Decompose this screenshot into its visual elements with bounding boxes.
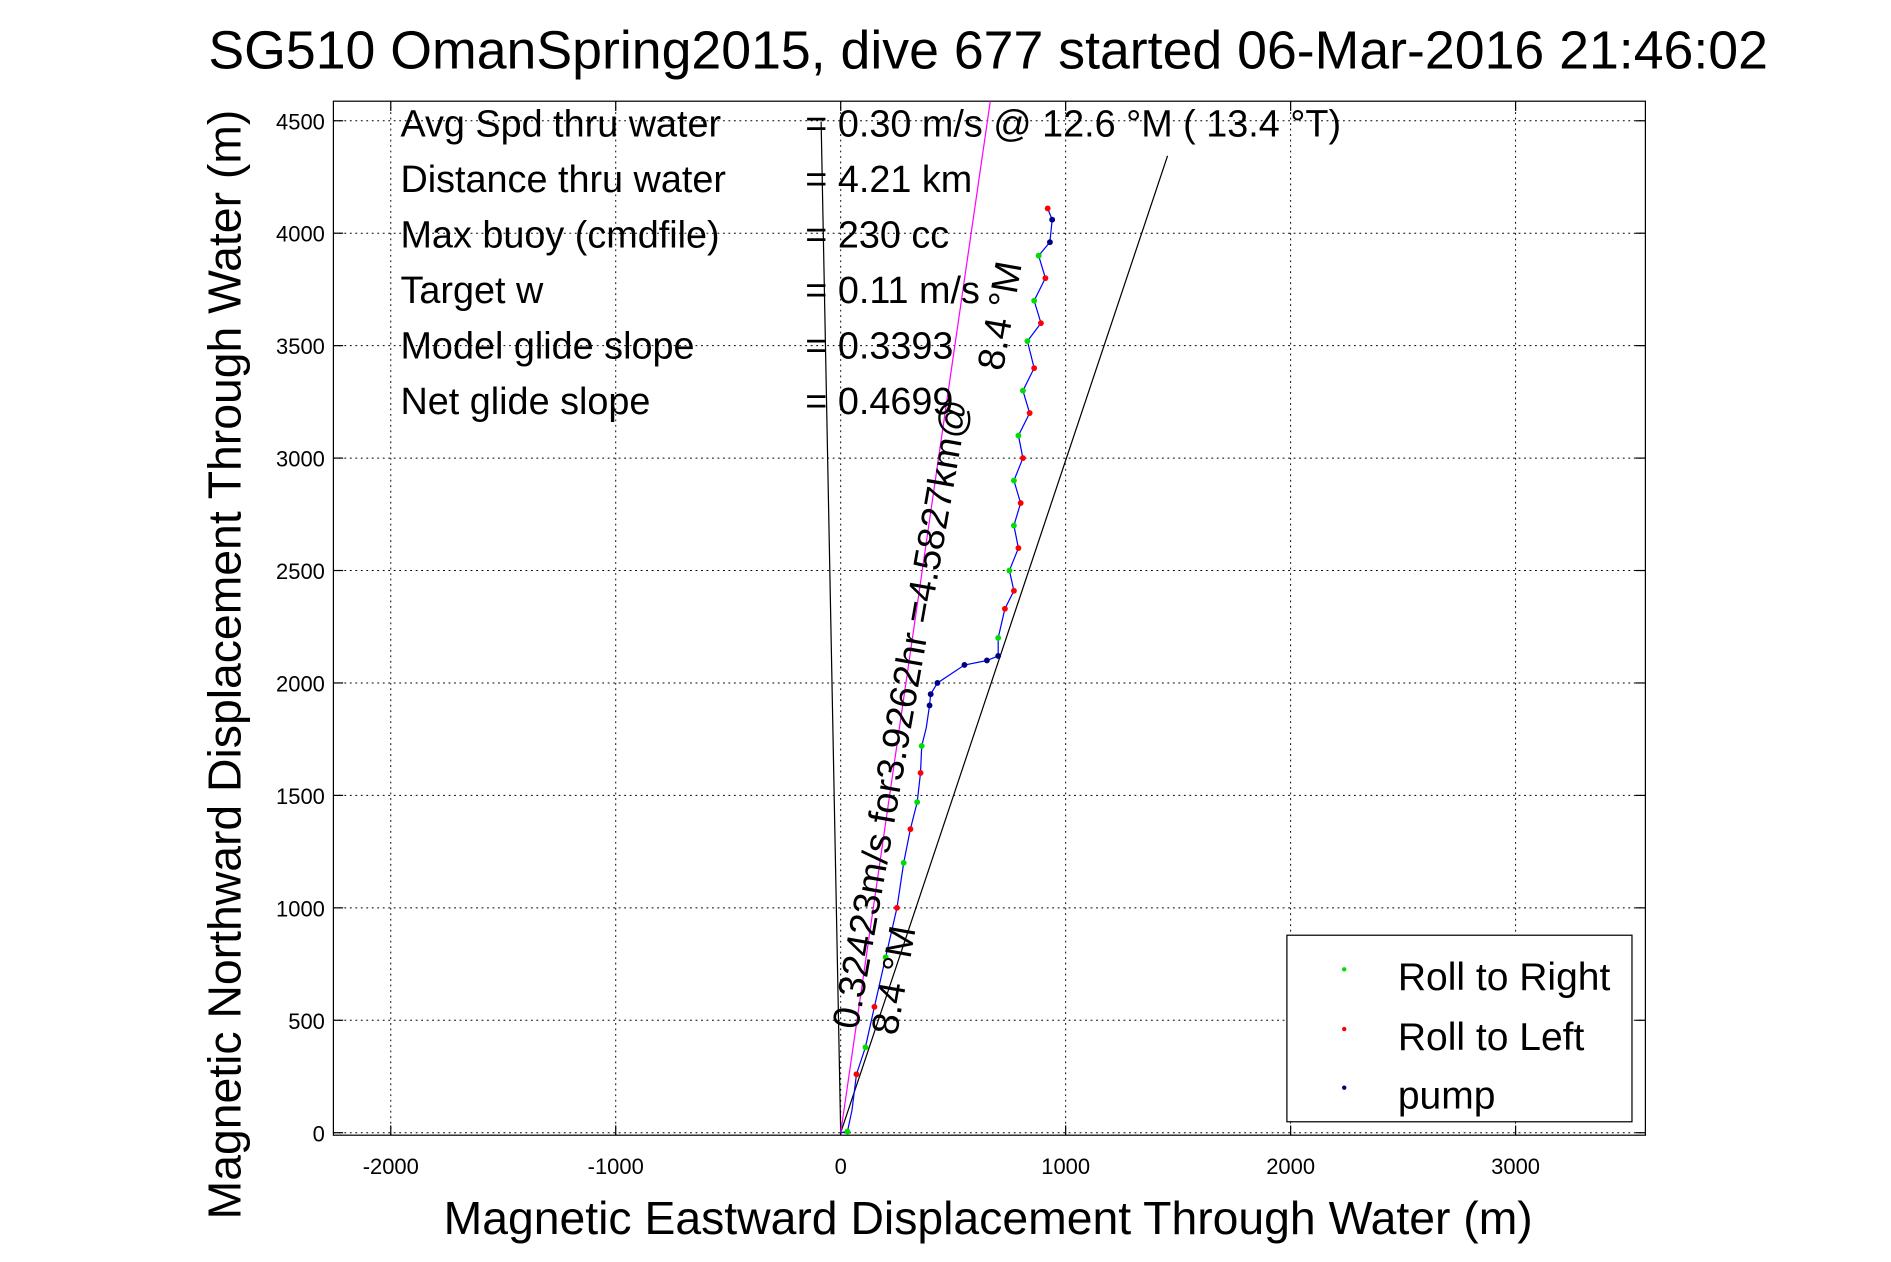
y-tick-label: 3000 [276, 447, 325, 472]
info-value: = 0.30 m/s @ 12.6 °M ( 13.4 °T) [805, 104, 1341, 146]
marker-roll-left [1026, 410, 1033, 417]
info-box: Avg Spd thru water = 0.30 m/s @ 12.6 °M (… [400, 104, 1341, 423]
x-tick-label: 0 [835, 1154, 847, 1179]
info-label: Distance thru water [400, 159, 725, 201]
marker-roll-right [1031, 297, 1038, 304]
info-label: Target w [400, 270, 544, 312]
marker-roll-right [995, 635, 1002, 641]
legend-label-roll-right: Roll to Right [1398, 956, 1611, 999]
marker-roll-right [918, 743, 925, 749]
y-tick-label: 0 [313, 1121, 325, 1146]
x-tick-label: 3000 [1491, 1154, 1540, 1179]
info-value: = 0.11 m/s [805, 270, 980, 312]
marker-pump [927, 691, 934, 698]
marker-roll-right [882, 954, 889, 961]
marker-roll-right [1024, 338, 1031, 345]
info-label: Net glide slope [400, 381, 650, 423]
marker-pump [983, 657, 990, 664]
y-tick-label: 4000 [276, 222, 325, 247]
info-value: = 230 cc [805, 215, 949, 257]
marker-roll-left [1017, 500, 1024, 506]
marker-pump [1049, 216, 1056, 223]
marker-roll-left [907, 826, 914, 833]
marker-pump [995, 653, 1002, 659]
legend-label-roll-left: Roll to Left [1398, 1016, 1585, 1059]
marker-roll-right [1010, 477, 1017, 484]
marker-roll-right [1035, 252, 1042, 259]
legend-marker-roll-right [1342, 967, 1347, 972]
y-tick-label: 2500 [276, 559, 325, 584]
info-label: Max buoy (cmdfile) [400, 215, 719, 257]
y-tick-label: 2000 [276, 671, 325, 696]
info-value: = 0.3393 [805, 325, 953, 367]
x-axis-label: Magnetic Eastward Displacement Through W… [444, 1192, 1533, 1244]
info-value: = 4.21 km [805, 159, 972, 201]
marker-roll-left [871, 1003, 878, 1010]
current-line [840, 101, 991, 1133]
legend-label-pump: pump [1398, 1074, 1496, 1117]
marker-roll-left [1015, 545, 1022, 551]
marker-roll-right [844, 1128, 851, 1135]
marker-roll-right [1010, 522, 1017, 529]
plot-frame [332, 100, 1647, 1136]
marker-roll-left [917, 769, 924, 776]
y-tick-label: 4500 [276, 109, 325, 134]
info-label: Avg Spd thru water [400, 104, 721, 146]
legend: Roll to Right Roll to Left pump [1286, 934, 1633, 1123]
marker-roll-right [1006, 567, 1013, 574]
heading-line [840, 155, 1169, 1133]
legend-marker-roll-left [1342, 1026, 1347, 1032]
marker-roll-left [1044, 205, 1051, 212]
x-tick-label: 1000 [1041, 1154, 1090, 1179]
marker-roll-left [1010, 587, 1017, 594]
marker-roll-left [853, 1071, 860, 1078]
marker-roll-right [900, 859, 907, 866]
marker-roll-right [862, 1044, 869, 1051]
marker-roll-left [1031, 365, 1038, 372]
chart-title: SG510 OmanSpring2015, dive 677 started 0… [208, 20, 1768, 80]
marker-roll-right [1015, 432, 1022, 439]
y-tick-label: 1000 [276, 896, 325, 921]
marker-roll-left [894, 904, 900, 911]
marker-roll-right [1019, 387, 1026, 394]
info-label: Model glide slope [400, 325, 694, 367]
y-tick-label: 500 [288, 1009, 325, 1034]
marker-roll-right [914, 799, 921, 806]
vertical-reference-line [820, 121, 842, 1133]
x-tick-label: 2000 [1266, 1154, 1315, 1179]
ticks: -2000 -1000 0 1000 2000 3000 0 500 1000 1500 2000 2… [276, 101, 1646, 1179]
info-value: = 0.4699 [805, 381, 953, 423]
marker-roll-left [1042, 275, 1049, 282]
legend-marker-pump [1342, 1085, 1347, 1090]
y-tick-label: 1500 [276, 784, 325, 809]
marker-pump [1046, 239, 1053, 246]
x-tick-label: -2000 [363, 1154, 419, 1179]
y-axis-label: Magnetic Northward Displacement Through … [199, 110, 251, 1220]
marker-roll-left [1019, 455, 1026, 462]
y-tick-label: 3500 [276, 334, 325, 359]
reference-lines [820, 101, 1169, 1133]
marker-roll-left [1037, 320, 1044, 327]
track [840, 205, 1056, 1135]
marker-pump [961, 662, 968, 668]
x-tick-label: -1000 [588, 1154, 644, 1179]
marker-pump [934, 680, 941, 686]
marker-pump [926, 702, 933, 709]
marker-roll-left [1001, 605, 1008, 612]
